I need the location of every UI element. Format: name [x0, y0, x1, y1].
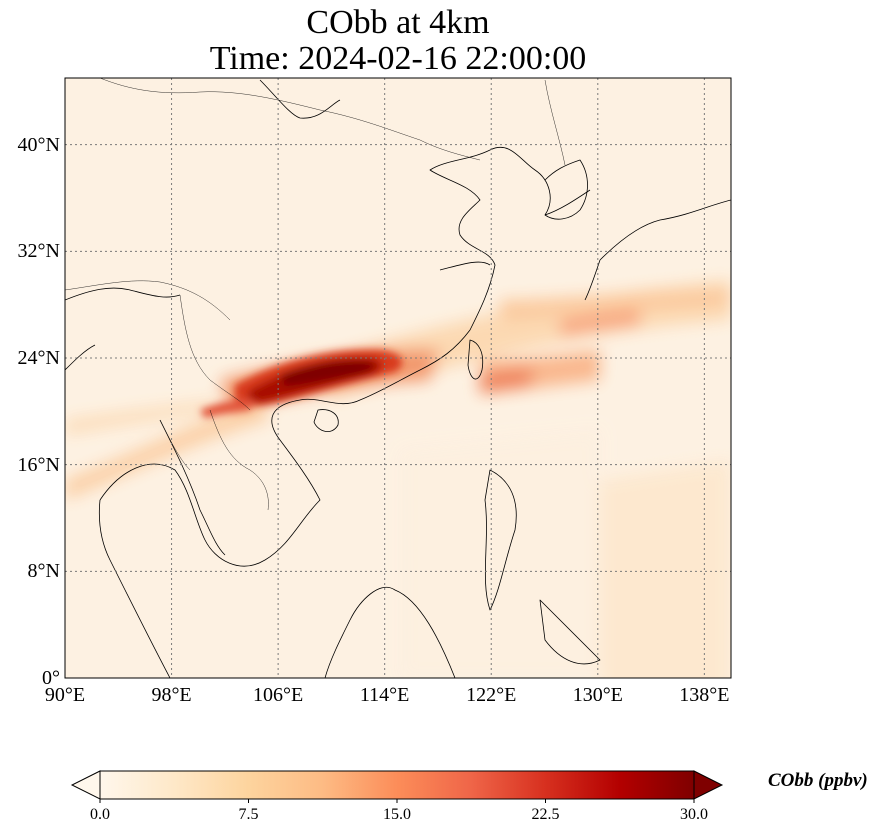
- title-line-1: CObb at 4km: [306, 4, 490, 41]
- lat-tick-label: 40°N: [17, 133, 60, 156]
- lon-tick-label: 98°E: [151, 684, 192, 706]
- colorbar: [70, 770, 724, 803]
- colorbar-label: CObb (ppbv): [768, 770, 868, 791]
- lat-tick-label: 24°N: [17, 347, 60, 369]
- lon-tick-label: 122°E: [466, 684, 517, 706]
- colorbar-extend-min: [70, 770, 101, 800]
- lon-tick-label: 138°E: [679, 684, 730, 706]
- colorbar-tick-label: 30.0: [680, 806, 708, 823]
- lat-tick-label: 8°N: [27, 560, 60, 583]
- title-line-2: Time: 2024-02-16 22:00:00: [209, 40, 587, 77]
- colorbar-gradient: [99, 770, 695, 800]
- country-borders: [65, 78, 566, 511]
- gridlines: [65, 78, 731, 678]
- colorbar-tick-label: 15.0: [383, 806, 411, 823]
- co-concentration-field: [65, 78, 731, 678]
- colorbar-ticks: [99, 799, 695, 803]
- coastlines: [65, 79, 731, 678]
- lon-tick-label: 90°E: [44, 684, 86, 706]
- lon-tick-label: 114°E: [359, 684, 410, 706]
- lat-tick-label: 16°N: [17, 453, 60, 476]
- colorbar-tick-label: 0.0: [90, 806, 110, 823]
- colorbar-extend-max: [693, 770, 724, 800]
- lat-tick-label: 0°: [42, 667, 60, 689]
- colorbar-tick-label: 22.5: [531, 806, 560, 823]
- lat-tick-label: 32°N: [17, 240, 60, 263]
- map-frame: [64, 77, 732, 679]
- colorbar-tick-label: 7.5: [238, 806, 259, 823]
- lon-tick-label: 130°E: [572, 684, 623, 706]
- lon-tick-label: 106°E: [253, 684, 304, 706]
